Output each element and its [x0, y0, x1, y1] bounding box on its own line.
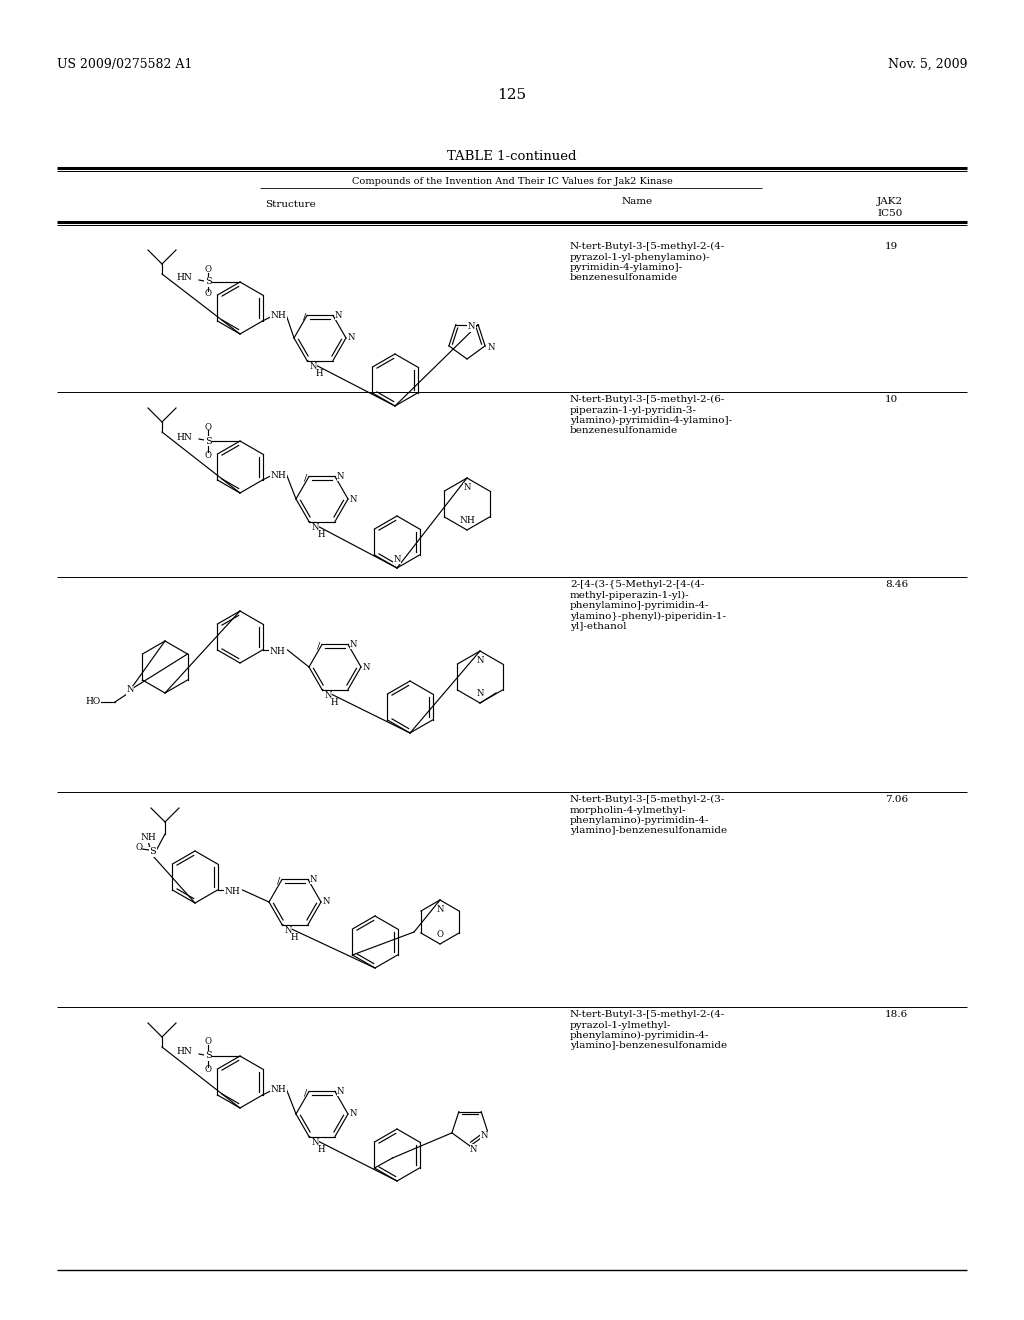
Text: N: N	[325, 690, 332, 700]
Text: O: O	[205, 450, 212, 459]
Text: Name: Name	[622, 197, 653, 206]
Text: N: N	[480, 1131, 488, 1140]
Text: N: N	[476, 656, 483, 665]
Text: N: N	[285, 927, 292, 935]
Text: H: H	[331, 698, 338, 708]
Text: S: S	[205, 437, 211, 446]
Text: 19: 19	[885, 242, 898, 251]
Text: JAK2: JAK2	[877, 197, 903, 206]
Text: N-tert-Butyl-3-[5-methyl-2-(3-
morpholin-4-ylmethyl-
phenylamino)-pyrimidin-4-
y: N-tert-Butyl-3-[5-methyl-2-(3- morpholin…	[570, 795, 727, 836]
Text: N: N	[311, 1138, 318, 1147]
Text: H: H	[315, 370, 323, 378]
Text: N: N	[350, 495, 357, 503]
Text: 18.6: 18.6	[885, 1010, 908, 1019]
Text: NH: NH	[270, 312, 287, 321]
Text: H: H	[317, 1144, 325, 1154]
Text: /: /	[317, 642, 321, 651]
Text: N: N	[337, 473, 344, 480]
Text: /: /	[278, 876, 281, 886]
Text: NH: NH	[224, 887, 241, 896]
Text: N: N	[470, 1144, 477, 1154]
Text: S: S	[205, 277, 211, 286]
Text: NH: NH	[269, 648, 286, 656]
Text: TABLE 1-continued: TABLE 1-continued	[447, 150, 577, 162]
Text: S: S	[150, 847, 157, 857]
Text: N: N	[488, 343, 496, 352]
Text: 10: 10	[885, 395, 898, 404]
Text: 8.46: 8.46	[885, 579, 908, 589]
Text: 125: 125	[498, 88, 526, 102]
Text: NH: NH	[459, 516, 475, 525]
Text: N: N	[310, 875, 317, 884]
Text: NH: NH	[270, 470, 287, 479]
Text: N: N	[436, 906, 443, 913]
Text: N: N	[393, 554, 400, 564]
Text: IC50: IC50	[878, 209, 903, 218]
Text: NH: NH	[270, 1085, 287, 1094]
Text: O: O	[205, 1065, 212, 1074]
Text: HO: HO	[85, 697, 100, 706]
Text: N: N	[350, 1110, 357, 1118]
Text: N: N	[350, 640, 357, 649]
Text: O: O	[205, 265, 212, 275]
Text: N: N	[335, 312, 342, 319]
Text: 7.06: 7.06	[885, 795, 908, 804]
Text: H: H	[317, 531, 325, 539]
Text: O: O	[205, 289, 212, 298]
Text: HN: HN	[176, 433, 193, 441]
Text: S: S	[205, 1052, 211, 1060]
Text: HN: HN	[176, 273, 193, 282]
Text: O: O	[436, 931, 443, 939]
Text: Compounds of the Invention And Their IC Values for Jak2 Kinase: Compounds of the Invention And Their IC …	[351, 177, 673, 186]
Text: Structure: Structure	[264, 201, 315, 209]
Text: N-tert-Butyl-3-[5-methyl-2-(4-
pyrazol-1-yl-phenylamino)-
pyrimidin-4-ylamino]-
: N-tert-Butyl-3-[5-methyl-2-(4- pyrazol-1…	[570, 242, 725, 282]
Text: N: N	[476, 689, 483, 698]
Text: N-tert-Butyl-3-[5-methyl-2-(4-
pyrazol-1-ylmethyl-
phenylamino)-pyrimidin-4-
yla: N-tert-Butyl-3-[5-methyl-2-(4- pyrazol-1…	[570, 1010, 727, 1051]
Text: /: /	[303, 313, 306, 322]
Text: NH: NH	[140, 833, 156, 842]
Text: N: N	[348, 334, 355, 342]
Text: HN: HN	[176, 1048, 193, 1056]
Text: /: /	[304, 474, 307, 483]
Text: N: N	[323, 898, 331, 907]
Text: US 2009/0275582 A1: US 2009/0275582 A1	[57, 58, 193, 71]
Text: O: O	[205, 1038, 212, 1047]
Text: H: H	[290, 933, 298, 942]
Text: /: /	[304, 1089, 307, 1098]
Text: Nov. 5, 2009: Nov. 5, 2009	[888, 58, 967, 71]
Text: N: N	[362, 663, 371, 672]
Text: N: N	[309, 362, 316, 371]
Text: N: N	[337, 1086, 344, 1096]
Text: N: N	[468, 322, 475, 331]
Text: N: N	[126, 685, 134, 694]
Text: N: N	[311, 523, 318, 532]
Text: O: O	[135, 843, 142, 853]
Text: N: N	[463, 483, 471, 492]
Text: N-tert-Butyl-3-[5-methyl-2-(6-
piperazin-1-yl-pyridin-3-
ylamino)-pyrimidin-4-yl: N-tert-Butyl-3-[5-methyl-2-(6- piperazin…	[570, 395, 732, 436]
Text: O: O	[205, 422, 212, 432]
Text: 2-[4-(3-{5-Methyl-2-[4-(4-
methyl-piperazin-1-yl)-
phenylamino]-pyrimidin-4-
yla: 2-[4-(3-{5-Methyl-2-[4-(4- methyl-pipera…	[570, 579, 726, 631]
